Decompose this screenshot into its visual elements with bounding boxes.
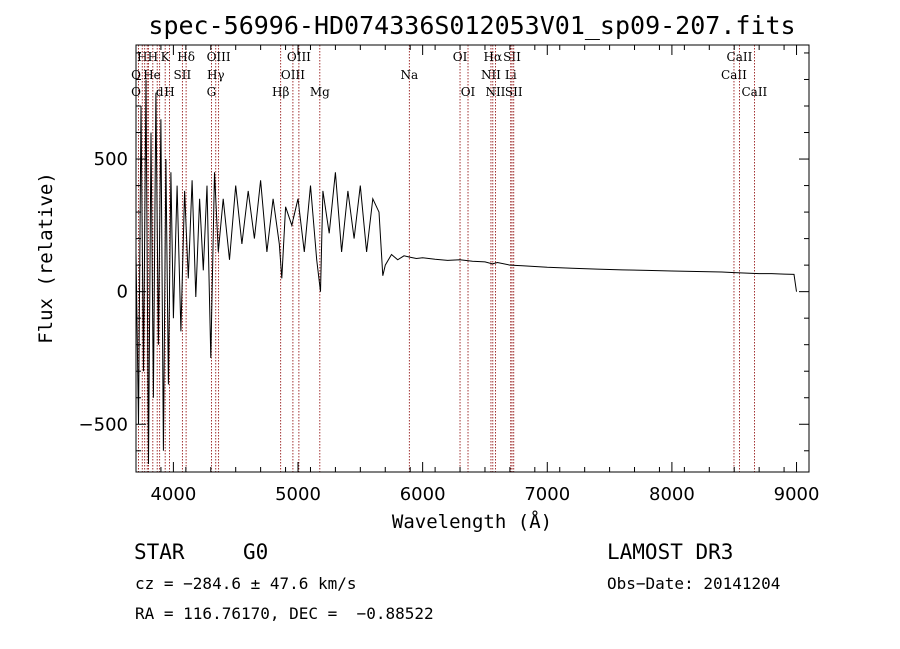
y-tick-label: 500 bbox=[94, 149, 128, 170]
spectral-line-label: SII bbox=[174, 68, 192, 82]
spectral-line-label: Li bbox=[505, 68, 517, 82]
coordinates: RA = 116.76170, DEC = −0.88522 bbox=[135, 604, 434, 623]
spectral-line-label: SII bbox=[503, 50, 521, 64]
spectral-line-label: OIII bbox=[207, 50, 231, 64]
spectral-line-label: Mg bbox=[310, 85, 330, 99]
spectral-line-label: Hβ bbox=[272, 85, 289, 99]
spectral-line-label: Hγ bbox=[207, 68, 225, 82]
spectral-line-label: K bbox=[161, 50, 171, 64]
x-axis-label: Wavelength (Å) bbox=[392, 510, 552, 533]
y-axis: −500 0 500 bbox=[79, 52, 809, 452]
spectral-line-label: G bbox=[207, 85, 217, 99]
spectrum-line bbox=[135, 79, 797, 465]
spectral-line-label: H bbox=[137, 50, 147, 64]
spectral-line-label: OI bbox=[461, 85, 476, 99]
spectral-line-label: Hα bbox=[484, 50, 503, 64]
redshift-velocity: cz = −284.6 ± 47.6 km/s bbox=[135, 574, 357, 593]
x-tick-label: 6000 bbox=[400, 484, 446, 505]
spectral-line-label: d bbox=[156, 85, 164, 99]
spectrum-series bbox=[135, 79, 797, 465]
x-tick-label: 8000 bbox=[649, 484, 695, 505]
spectral-line-markers: OOHHHedKHSIIHδGHγOIIIHβOIIIOIIIMgNaOIOIN… bbox=[131, 45, 768, 472]
object-class: STAR bbox=[134, 540, 185, 564]
spectral-line-label: OI bbox=[453, 50, 468, 64]
plot-frame bbox=[135, 44, 810, 473]
spectral-line-label: CaII bbox=[741, 85, 767, 99]
spectral-line-label: H bbox=[148, 50, 158, 64]
x-tick-label: 4000 bbox=[150, 484, 196, 505]
y-tick-label: 0 bbox=[117, 282, 128, 303]
x-tick-label: 9000 bbox=[774, 484, 820, 505]
spectral-line-label: H bbox=[164, 85, 174, 99]
spectral-line-label: Na bbox=[400, 68, 418, 82]
spectral-line-label: CaII bbox=[721, 68, 747, 82]
chart-title: spec-56996-HD074336S012053V01_sp09-207.f… bbox=[148, 11, 795, 40]
y-tick-label: −500 bbox=[79, 414, 128, 435]
x-axis: 4000 5000 6000 7000 8000 9000 bbox=[135, 45, 820, 505]
survey-name: LAMOST DR3 bbox=[607, 540, 734, 564]
spectral-line-label: e bbox=[154, 68, 161, 82]
object-subclass: G0 bbox=[243, 540, 269, 564]
spectral-line-label: H bbox=[143, 68, 153, 82]
spectral-line-label: NII bbox=[485, 85, 505, 99]
spectral-line-label: OIII bbox=[281, 68, 305, 82]
x-tick-label: 5000 bbox=[275, 484, 321, 505]
x-tick-label: 7000 bbox=[524, 484, 570, 505]
observation-date: Obs−Date: 20141204 bbox=[607, 574, 781, 593]
spectral-line-label: CaII bbox=[727, 50, 753, 64]
spectral-line-label: Hδ bbox=[177, 50, 195, 64]
spectral-line-label: SII bbox=[505, 85, 523, 99]
spectral-line-label: NII bbox=[481, 68, 501, 82]
spectral-line-label: OIII bbox=[287, 50, 311, 64]
y-axis-label: Flux (relative) bbox=[35, 172, 57, 344]
